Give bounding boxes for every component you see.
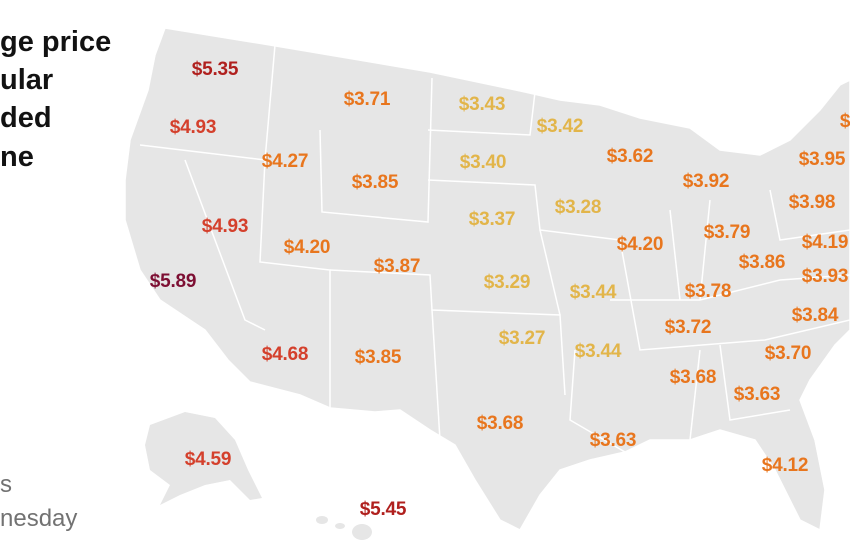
price-label-va: $3.93 <box>801 266 849 287</box>
price-label-nv: $4.93 <box>201 216 249 237</box>
note-line: s <box>0 471 12 498</box>
state-borders <box>139 44 850 453</box>
price-label-il: $4.20 <box>616 234 664 255</box>
price-label-or: $4.93 <box>169 117 217 138</box>
price-label-ar: $3.44 <box>574 341 622 362</box>
title-line: ne <box>0 141 34 173</box>
price-label-ky: $3.78 <box>684 281 732 302</box>
price-label-id: $4.27 <box>261 151 309 172</box>
price-label-az: $4.68 <box>261 344 309 365</box>
price-label-wa: $5.35 <box>191 59 239 80</box>
price-label-ne: $3.37 <box>468 209 516 230</box>
price-label-sd: $3.40 <box>459 152 507 173</box>
price-label-wi: $3.62 <box>606 146 654 167</box>
price-label-mn: $3.42 <box>536 116 584 137</box>
title-line: ge price <box>0 26 112 58</box>
price-label-md: $4.19 <box>801 232 849 253</box>
price-label-sc: $3.70 <box>764 343 812 364</box>
price-label-ak: $4.59 <box>184 449 232 470</box>
hawaii-land <box>316 516 372 540</box>
price-label-oh: $3.79 <box>703 222 751 243</box>
price-label-tx: $3.68 <box>476 413 524 434</box>
price-label-pa: $3.98 <box>788 192 836 213</box>
price-label-ut: $4.20 <box>283 237 331 258</box>
price-label-hi: $5.45 <box>359 499 407 520</box>
price-label-nc: $3.84 <box>791 305 839 326</box>
price-label-mo: $3.44 <box>569 282 617 303</box>
price-label-ny: $3.95 <box>798 149 846 170</box>
price-label-wy: $3.85 <box>351 172 399 193</box>
price-label-nd: $3.43 <box>458 94 506 115</box>
title-line: ular <box>0 64 54 96</box>
price-label-ia: $3.28 <box>554 197 602 218</box>
price-label-me: $ <box>839 111 850 132</box>
price-label-tn: $3.72 <box>664 317 712 338</box>
price-label-ga: $3.63 <box>733 384 781 405</box>
price-label-wv: $3.86 <box>738 252 786 273</box>
price-label-mi: $3.92 <box>682 171 730 192</box>
alaska-land <box>145 412 262 505</box>
price-label-nm: $3.85 <box>354 347 402 368</box>
price-label-al: $3.68 <box>669 367 717 388</box>
price-label-ks: $3.29 <box>483 272 531 293</box>
price-label-mt: $3.71 <box>343 89 391 110</box>
note-line: nesday <box>0 505 78 532</box>
price-label-co: $3.87 <box>373 256 421 277</box>
price-label-ca: $5.89 <box>149 271 197 292</box>
price-label-la: $3.63 <box>589 430 637 451</box>
price-label-fl: $4.12 <box>761 455 809 476</box>
title-line: ded <box>0 102 52 134</box>
price-label-ok: $3.27 <box>498 328 546 349</box>
